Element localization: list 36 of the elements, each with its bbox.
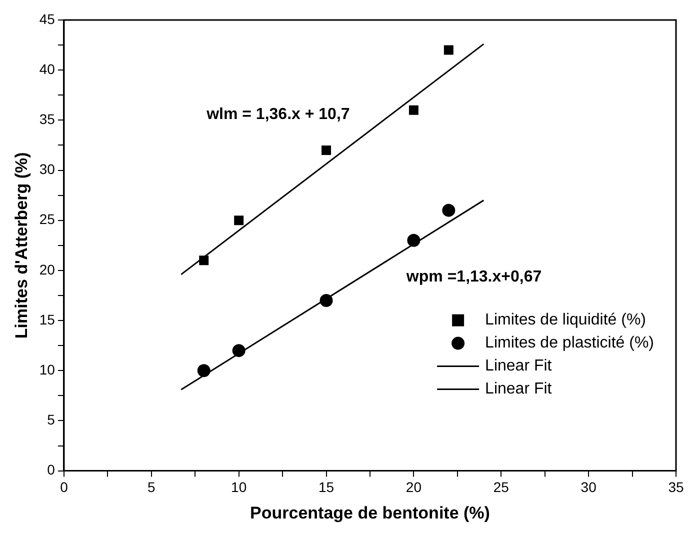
y-tick-label: 20: [39, 261, 56, 278]
y-tick-label: 40: [39, 60, 56, 77]
y-tick-label: 5: [47, 412, 56, 428]
x-tick-label: 25: [493, 479, 510, 496]
y-tick-label: 10: [39, 361, 56, 378]
point: [234, 216, 244, 226]
point: [408, 105, 418, 115]
y-tick-label: 15: [39, 311, 56, 328]
point: [444, 45, 454, 55]
x-tick-label: 5: [148, 479, 156, 496]
x-tick-label: 35: [668, 479, 684, 496]
legend-label: Linear Fit: [485, 358, 552, 375]
annotation: wlm = 1,36.x + 10,7: [206, 106, 350, 124]
point: [197, 364, 210, 378]
x-tick-label: 20: [406, 479, 422, 496]
point: [320, 294, 333, 307]
legend-label: Limites de plasticité (%): [485, 334, 654, 352]
y-axis-title: Limites d'Atterberg (%): [12, 152, 31, 339]
y-tick-label: 45: [39, 10, 56, 27]
legend-label: Linear Fit: [485, 380, 552, 398]
point: [407, 234, 420, 247]
x-tick-label: 15: [318, 479, 334, 496]
x-tick-label: 0: [60, 479, 68, 496]
point: [322, 145, 332, 155]
legend-label: Limites de liquidité (%): [485, 312, 646, 329]
x-axis-title: Pourcentage de bentonite (%): [250, 503, 490, 522]
point: [199, 256, 209, 266]
y-tick-label: 0: [47, 462, 56, 478]
y-tick-label: 25: [39, 211, 56, 228]
y-tick-label: 35: [39, 111, 56, 128]
point: [232, 344, 246, 358]
x-tick-label: 30: [580, 479, 597, 496]
y-tick-label: 30: [39, 161, 56, 178]
x-tick-label: 10: [231, 479, 247, 496]
annotation: wpm =1,13.x+0,67: [405, 268, 542, 286]
point: [442, 204, 456, 217]
